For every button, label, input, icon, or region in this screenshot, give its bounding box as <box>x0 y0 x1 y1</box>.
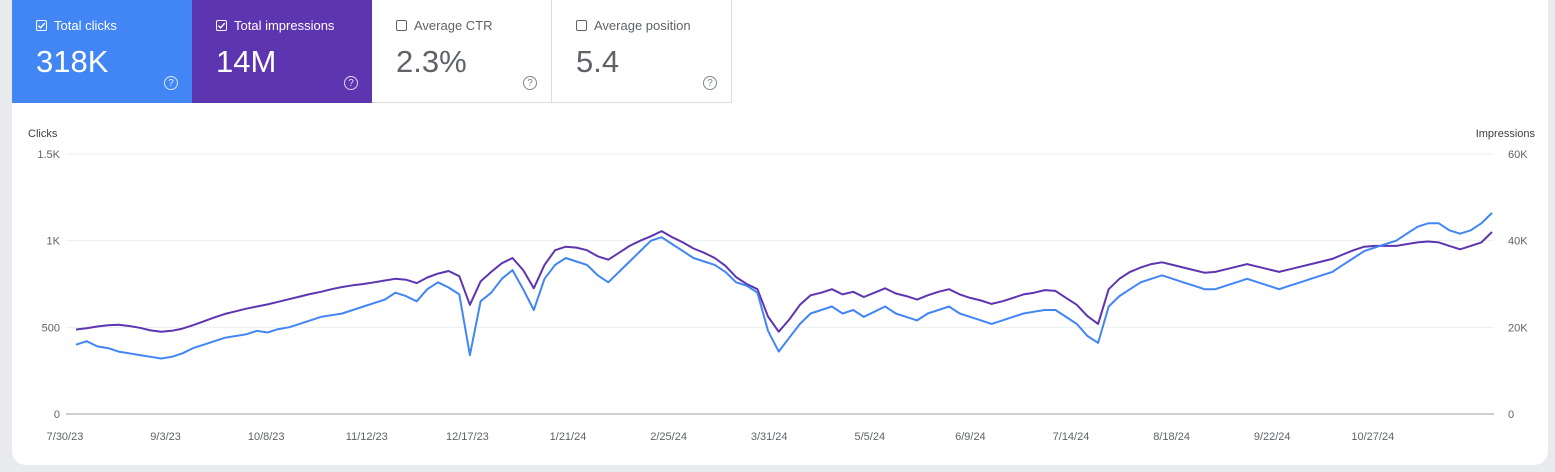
metric-average-ctr[interactable]: Average CTR 2.3% ? <box>372 0 552 103</box>
x-tick-label: 10/27/24 <box>1351 431 1394 443</box>
metric-value: 14M <box>216 44 277 79</box>
x-tick-label: 9/22/24 <box>1254 431 1291 443</box>
right-tick-label: 40K <box>1508 236 1528 248</box>
series-line-impressions <box>75 230 1493 333</box>
metric-label: Total impressions <box>234 18 335 33</box>
x-tick-label: 5/5/24 <box>855 431 886 443</box>
metric-value: 2.3% <box>396 44 467 79</box>
metric-header: Average position <box>576 18 691 33</box>
x-tick-label: 12/17/23 <box>446 431 489 443</box>
x-tick-label: 8/18/24 <box>1153 431 1190 443</box>
left-tick-label: 1K <box>47 236 61 248</box>
x-tick-label: 11/12/23 <box>346 431 388 443</box>
x-tick-label: 10/8/23 <box>248 431 285 443</box>
metric-header: Total impressions <box>216 18 334 33</box>
x-tick-label: 2/25/24 <box>650 431 687 443</box>
right-tick-label: 0 <box>1508 409 1514 421</box>
right-tick-label: 60K <box>1508 149 1528 161</box>
help-icon[interactable]: ? <box>523 76 537 90</box>
right-tick-label: 20K <box>1508 322 1528 334</box>
left-tick-label: 0 <box>54 409 60 421</box>
x-tick-label: 1/21/24 <box>550 431 587 443</box>
metric-total-impressions[interactable]: Total impressions 14M ? <box>192 0 372 103</box>
metric-value: 318K <box>36 44 109 79</box>
x-tick-label: 9/3/23 <box>150 431 181 443</box>
x-tick-label: 6/9/24 <box>955 431 986 443</box>
left-axis-label: Clicks <box>28 128 58 140</box>
checkbox-checked-icon[interactable] <box>216 20 227 31</box>
metric-value: 5.4 <box>576 44 620 79</box>
metric-label: Average position <box>594 18 691 33</box>
metric-header: Total clicks <box>36 18 117 33</box>
checkbox-checked-icon[interactable] <box>36 20 47 31</box>
metric-total-clicks[interactable]: Total clicks 318K ? <box>12 0 192 103</box>
right-axis-label: Impressions <box>1475 128 1535 140</box>
x-tick-label: 7/14/24 <box>1053 431 1090 443</box>
series-line-clicks <box>75 212 1493 360</box>
left-tick-label: 500 <box>42 322 60 334</box>
help-icon[interactable]: ? <box>164 76 178 90</box>
x-tick-label: 3/31/24 <box>751 431 788 443</box>
metric-header: Average CTR <box>396 18 493 33</box>
metric-label: Total clicks <box>54 18 117 33</box>
help-icon[interactable]: ? <box>344 76 358 90</box>
checkbox-unchecked-icon[interactable] <box>396 20 407 31</box>
help-icon[interactable]: ? <box>703 76 717 90</box>
left-tick-label: 1.5K <box>37 149 60 161</box>
metric-average-position[interactable]: Average position 5.4 ? <box>552 0 732 103</box>
performance-chart[interactable]: 0 0 500 20K 1K 40K 1.5K 60K 7/30/23 9/3/23 10/8/23… <box>12 0 1548 465</box>
x-tick-label: 7/30/23 <box>47 431 84 443</box>
checkbox-unchecked-icon[interactable] <box>576 20 587 31</box>
metric-label: Average CTR <box>414 18 493 33</box>
performance-card: Total clicks 318K ? Total impressions 14… <box>12 0 1548 465</box>
